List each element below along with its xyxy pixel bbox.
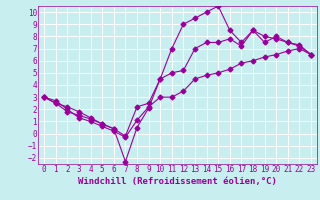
X-axis label: Windchill (Refroidissement éolien,°C): Windchill (Refroidissement éolien,°C): [78, 177, 277, 186]
